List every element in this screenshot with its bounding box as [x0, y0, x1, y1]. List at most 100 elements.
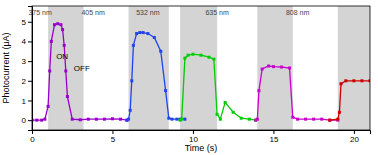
x-tick: 0 [30, 130, 35, 144]
data-point [59, 23, 62, 26]
data-point [79, 118, 82, 121]
data-point [328, 119, 331, 122]
annotation: 532 nm [136, 9, 160, 16]
data-point [248, 118, 251, 121]
data-point [291, 116, 294, 119]
data-point [183, 57, 186, 60]
data-point [336, 119, 339, 122]
data-point [180, 118, 183, 121]
y-axis-line [28, 7, 33, 131]
series-line [256, 66, 338, 120]
x-tick-label: 15 [269, 135, 278, 144]
data-point [320, 118, 323, 121]
data-point [261, 67, 264, 70]
series-line [32, 24, 127, 120]
shaded-region [338, 6, 370, 130]
plot: 05101520012345Time (s)Photocurrent (μA)O… [1, 6, 372, 153]
y-tick-mark [28, 41, 32, 42]
data-point [344, 79, 347, 82]
x-axis: 0 5 10 15 20 [30, 130, 370, 144]
series-line [330, 81, 370, 120]
data-point [56, 22, 59, 25]
annotations: ONOFF375 nm405 nm532 nm635 nm808 nm [28, 9, 309, 73]
data-point [212, 58, 215, 61]
series-line [180, 54, 256, 120]
data-point [48, 69, 51, 72]
y-axis-title: Photocurrent (μA) [1, 32, 11, 103]
data-point [164, 89, 167, 92]
annotation: OFF [74, 64, 90, 73]
y-tick-mark [28, 61, 32, 62]
data-point [142, 31, 145, 34]
annotation: 635 nm [205, 9, 229, 16]
data-point [288, 67, 291, 70]
x-tick-label: 5 [111, 135, 116, 144]
series-line [127, 33, 185, 121]
x-tick-mark [273, 130, 274, 134]
data-point [216, 113, 219, 116]
data-point [219, 118, 222, 121]
x-tick: 20 [350, 130, 359, 144]
data-point [280, 66, 283, 69]
data-point [129, 109, 132, 112]
data-point [119, 118, 122, 121]
data-point [132, 44, 135, 47]
data-point [47, 105, 50, 108]
y-tick-mark [28, 22, 32, 23]
y-tick-mark [28, 120, 32, 121]
data-point [328, 119, 331, 122]
data-point [111, 117, 114, 120]
data-point [95, 118, 98, 121]
marks [32, 6, 370, 130]
x-tick-mark [193, 130, 194, 134]
y-tick: 2 [22, 77, 32, 86]
data-point [71, 118, 74, 121]
data-point [338, 111, 341, 114]
y-tick-label: 5 [22, 18, 27, 27]
x-tick-mark [354, 130, 355, 134]
data-point [61, 28, 64, 31]
data-point [53, 23, 56, 26]
data-point [240, 117, 243, 120]
data-point [267, 65, 270, 68]
data-point [146, 32, 149, 35]
data-point [103, 118, 106, 121]
data-point [232, 111, 235, 114]
data-point [340, 82, 343, 85]
data-point [312, 118, 315, 121]
y-tick-label: 0 [22, 116, 27, 125]
data-point [175, 118, 178, 121]
plot-frame [32, 6, 370, 130]
data-point [63, 44, 66, 47]
data-point [127, 118, 130, 121]
data-point [187, 54, 190, 57]
x-tick-label: 0 [30, 135, 35, 144]
data-point [50, 40, 53, 43]
x-tick-mark [112, 130, 113, 134]
x-tick: 10 [189, 130, 198, 144]
chart: 05101520012345Time (s)Photocurrent (μA)O… [0, 0, 378, 155]
data-point [64, 69, 67, 72]
y-tick-label: 3 [22, 57, 27, 66]
data-point [153, 36, 156, 39]
y-tick: 5 [22, 18, 32, 27]
shaded-region [180, 6, 217, 130]
x-axis-line [33, 131, 371, 135]
annotation: ON [56, 52, 68, 61]
y-tick: 4 [22, 37, 32, 46]
data-point [171, 118, 174, 121]
data-point [296, 118, 299, 121]
data-point [336, 118, 339, 121]
data-point [167, 117, 170, 120]
data-point [272, 65, 275, 68]
annotation: 405 nm [81, 9, 105, 16]
data-point [159, 50, 162, 53]
data-point [352, 79, 355, 82]
y-tick-label: 1 [22, 97, 27, 106]
y-tick: 1 [22, 97, 32, 106]
data-point [87, 118, 90, 121]
x-tick-label: 20 [350, 135, 359, 144]
data-point [135, 32, 138, 35]
x-tick: 15 [269, 130, 278, 144]
data-point [200, 54, 203, 57]
